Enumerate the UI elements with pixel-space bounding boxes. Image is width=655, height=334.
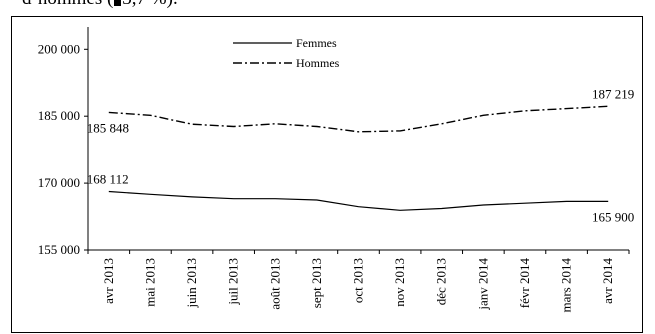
y-tick-label: 200 000 [38, 41, 80, 56]
series-line-hommes [108, 105, 609, 133]
x-tick-label: avr 2014 [600, 258, 615, 304]
fragment-suffix: 3,7 %). [122, 0, 177, 9]
chart-frame: 155 000 170 000 185 000 200 000 avr 2013 mai … [11, 16, 643, 333]
line-chart: 155 000 170 000 185 000 200 000 avr 2013 mai … [38, 27, 634, 313]
y-tick-label: 185 000 [38, 108, 80, 123]
fragment-prefix: d’hommes ( [22, 0, 113, 9]
x-tick-label: nov 2013 [392, 258, 407, 307]
y-tick-label: 170 000 [38, 175, 80, 190]
data-label: 185 848 [87, 120, 129, 135]
x-tick-label: mars 2014 [559, 258, 574, 313]
series-line-femmes [108, 190, 609, 211]
x-tick-label: juil 2013 [226, 258, 241, 306]
legend-label: Femmes [296, 36, 337, 50]
x-tick-label: févr 2014 [517, 258, 532, 309]
x-tick-label: janv 2014 [475, 258, 490, 311]
x-tick-label: sept 2013 [309, 258, 324, 308]
data-label: 165 900 [592, 209, 634, 224]
legend-label: Hommes [296, 56, 340, 70]
x-tick-label: déc 2013 [434, 258, 449, 305]
x-tick-label: avr 2013 [101, 258, 116, 304]
redaction-block-icon [114, 0, 122, 6]
y-tick-label: 155 000 [38, 242, 80, 257]
data-label: 168 112 [87, 172, 129, 187]
x-tick-label: oct 2013 [351, 258, 366, 303]
x-tick-label: mai 2013 [142, 258, 157, 307]
x-tick-label: août 2013 [267, 258, 282, 310]
preceding-text-fragment: d’hommes ( 3,7 %). [22, 0, 178, 10]
data-label: 187 219 [592, 86, 634, 101]
x-tick-label: juin 2013 [184, 258, 199, 308]
